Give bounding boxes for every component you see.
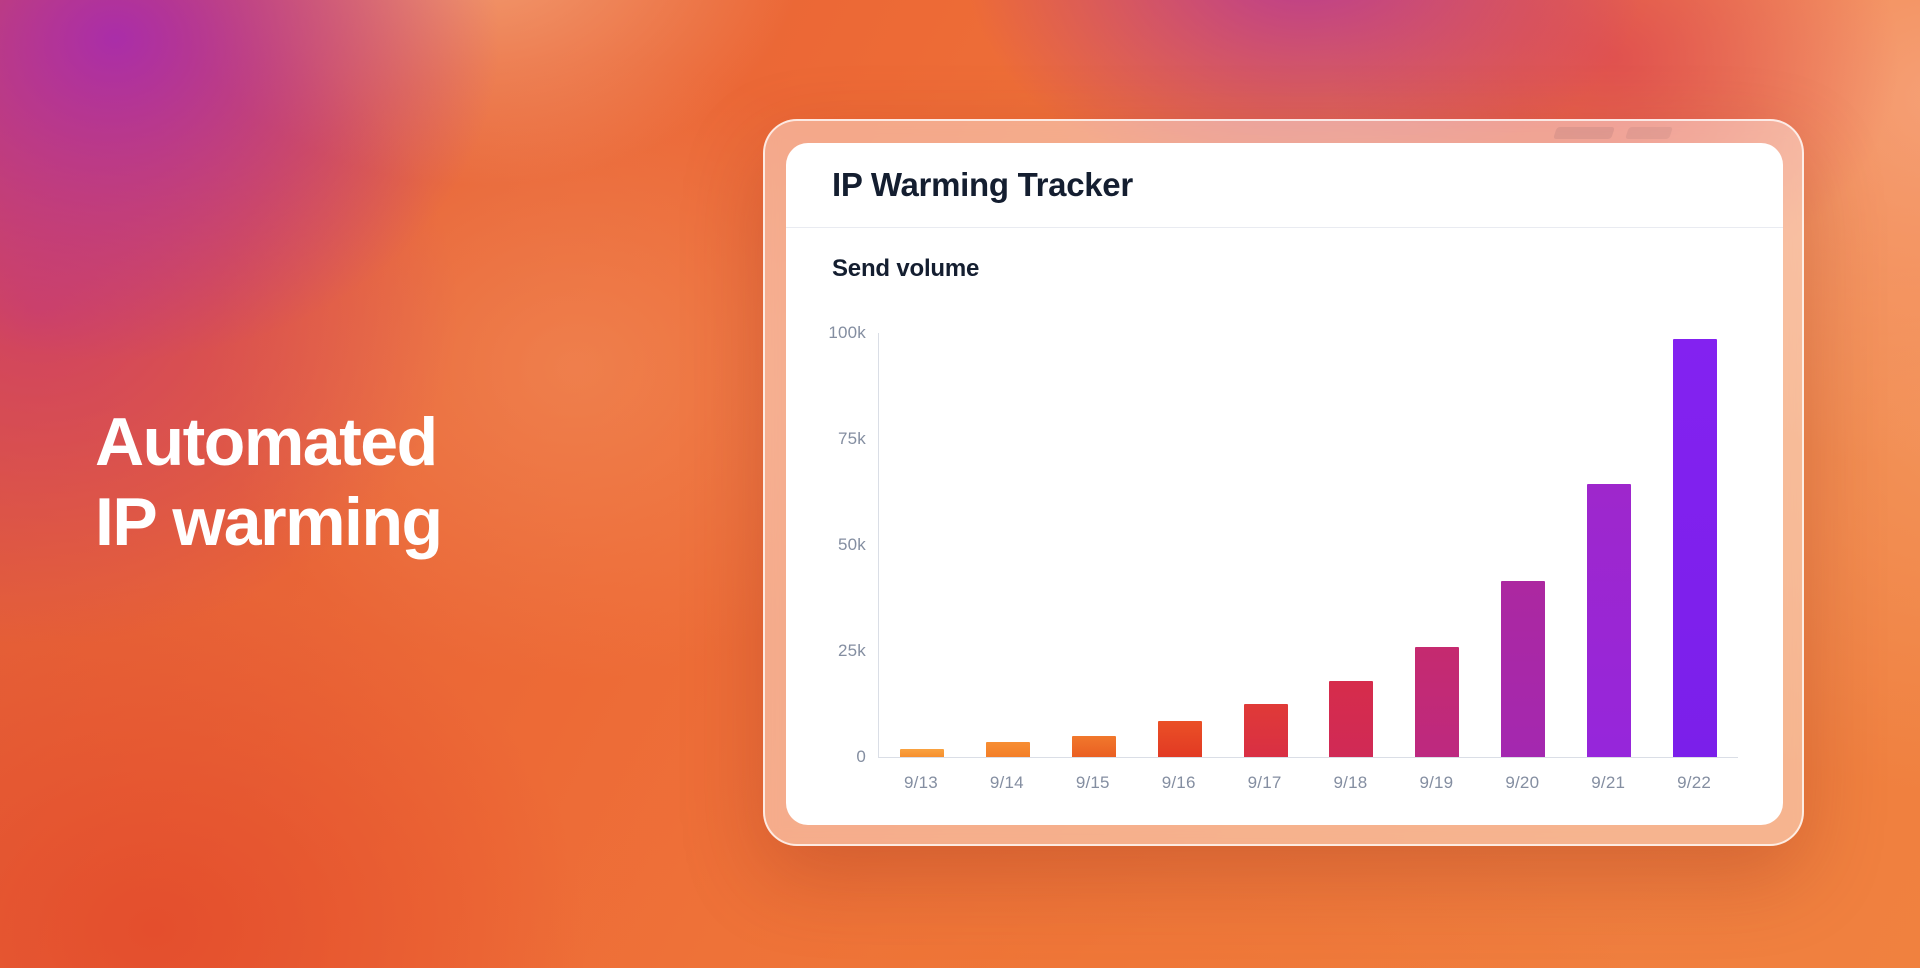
x-tick-label: 9/21 xyxy=(1591,773,1626,792)
headline-line-1: Automated xyxy=(95,404,438,480)
bar-9/21 xyxy=(1587,483,1632,757)
y-axis-tick-labels: 100k 75k 50k 25k 0 xyxy=(786,143,866,825)
x-tick-label: 9/20 xyxy=(1505,773,1540,792)
y-tick-label: 75k xyxy=(837,429,866,448)
bar-9/14 xyxy=(985,742,1030,757)
card-frame: IP Warming Tracker Send volume 100k 75k 50… xyxy=(763,119,1804,846)
bar-slot xyxy=(1480,333,1566,757)
bar-slot xyxy=(1394,333,1480,757)
frame-smudge xyxy=(1553,127,1615,139)
headline-line-2: IP warming xyxy=(95,484,443,560)
x-axis-tick-labels: 9/13 9/14 9/15 9/16 9/17 9/18 9/19 9/20 9/21 9/22 xyxy=(878,773,1737,793)
bar-9/19 xyxy=(1415,646,1460,757)
x-tick-label: 9/13 xyxy=(904,773,938,792)
y-tick-label: 0 xyxy=(856,747,866,766)
bar-chart-plot-area xyxy=(878,333,1738,758)
x-tick-label: 9/18 xyxy=(1333,773,1368,792)
card-header: IP Warming Tracker xyxy=(786,143,1783,228)
bar-slot xyxy=(879,333,965,757)
bar-9/20 xyxy=(1501,581,1546,757)
x-tick-label: 9/16 xyxy=(1161,773,1196,792)
bar-slot xyxy=(1566,333,1652,757)
bar-slot xyxy=(1223,333,1309,757)
y-tick-label: 50k xyxy=(837,535,866,554)
x-tick-label: 9/19 xyxy=(1419,773,1454,792)
x-tick-label: 9/17 xyxy=(1247,773,1282,792)
x-tick-label: 9/15 xyxy=(1075,773,1110,792)
card-title: IP Warming Tracker xyxy=(832,166,1133,203)
y-tick-label: 100k xyxy=(828,323,866,342)
bar-9/15 xyxy=(1071,735,1116,757)
bar-slot xyxy=(965,333,1051,757)
bar-slot xyxy=(1309,333,1395,757)
x-tick-label: 9/14 xyxy=(989,773,1024,792)
frame-smudge xyxy=(1625,127,1673,139)
x-tick-label: 9/22 xyxy=(1677,773,1712,792)
ip-warming-tracker-card: IP Warming Tracker Send volume 100k 75k 50… xyxy=(786,143,1783,825)
bar-9/17 xyxy=(1243,704,1288,757)
bar-slot xyxy=(1652,333,1738,757)
chart-title: Send volume xyxy=(832,255,980,282)
bar-9/16 xyxy=(1157,720,1202,757)
bar-slot xyxy=(1137,333,1223,757)
y-tick-label: 25k xyxy=(837,641,866,660)
bar-9/18 xyxy=(1329,680,1374,757)
bar-slot xyxy=(1051,333,1137,757)
bar-9/22 xyxy=(1673,339,1718,757)
bar-9/13 xyxy=(899,748,944,757)
headline: Automated IP warming xyxy=(95,402,443,562)
